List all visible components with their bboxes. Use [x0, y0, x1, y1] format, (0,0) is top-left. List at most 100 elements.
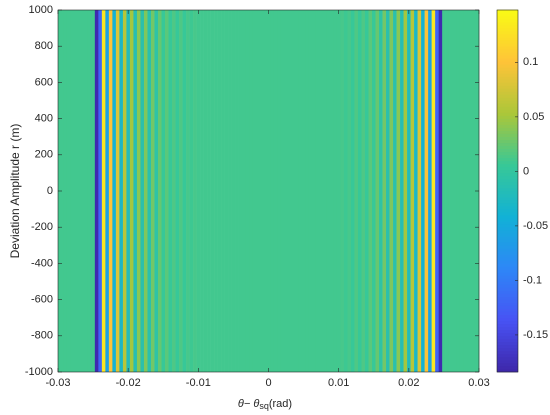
heat-column: [350, 10, 355, 372]
y-tick-label: -200: [31, 221, 53, 233]
colorbar-cell: [497, 106, 518, 110]
heat-column: [182, 10, 187, 372]
heat-column: [186, 10, 190, 372]
y-tick-label: 1000: [29, 4, 53, 16]
colorbar-cell: [497, 85, 518, 89]
heat-column: [101, 10, 106, 372]
colorbar-cell: [497, 281, 518, 285]
y-tick-label: 200: [35, 149, 53, 161]
heat-column: [410, 10, 415, 372]
colorbar-cell: [497, 12, 518, 17]
heat-column: [224, 10, 229, 372]
heat-column: [165, 10, 169, 372]
colorbar-cell: [497, 347, 518, 352]
colorbar-cell: [497, 42, 518, 47]
colorbar-cell: [497, 181, 518, 186]
heat-column: [319, 10, 324, 372]
heat-column: [459, 10, 464, 372]
heat-column: [333, 10, 338, 372]
colorbar-cell: [497, 290, 518, 294]
colorbar-cell: [497, 172, 518, 177]
colorbar-cell: [497, 350, 518, 355]
heat-column: [147, 10, 152, 372]
heat-column: [143, 10, 148, 372]
colorbar-cell: [497, 341, 518, 346]
colorbar-cell: [497, 362, 518, 367]
colorbar-cell: [497, 133, 518, 137]
colorbar-cell: [497, 245, 518, 249]
heat-column: [354, 10, 359, 372]
colorbar-cell: [497, 302, 518, 306]
x-tick-label: 0: [265, 377, 271, 389]
colorbar-cell: [497, 88, 518, 92]
heat-column: [326, 10, 331, 372]
colorbar-cell: [497, 220, 518, 225]
colorbar-cell: [497, 97, 518, 101]
colorbar-cell: [497, 305, 518, 309]
heat-column: [393, 10, 397, 372]
colorbar-cell: [497, 214, 518, 219]
heat-column: [256, 10, 261, 372]
heat-column: [442, 10, 446, 372]
heat-column: [119, 10, 124, 372]
x-tick-label: 0.02: [398, 377, 419, 389]
colorbar-cell: [497, 193, 518, 198]
heat-column: [280, 10, 285, 372]
colorbar-cell: [497, 241, 518, 246]
heat-column: [396, 10, 401, 372]
heat-column: [150, 10, 155, 372]
colorbar-cell: [497, 39, 518, 44]
heat-column: [77, 10, 82, 372]
heat-column: [231, 10, 236, 372]
heat-column: [196, 10, 201, 372]
heat-column: [108, 10, 113, 372]
heat-column: [308, 10, 313, 372]
heat-column: [400, 10, 404, 372]
colorbar-cell: [497, 229, 518, 234]
colorbar-cell: [497, 94, 518, 98]
heat-column: [98, 10, 103, 372]
colorbar-cell: [497, 30, 518, 35]
colorbar-cell: [497, 344, 518, 349]
y-tick-label: -600: [31, 294, 53, 306]
heat-column: [452, 10, 457, 372]
colorbar-cell: [497, 151, 518, 156]
heat-column: [361, 10, 366, 372]
colorbar-cell: [497, 142, 518, 147]
heat-column: [431, 10, 436, 372]
y-tick-label: 800: [35, 40, 53, 52]
heat-column: [161, 10, 166, 372]
colorbar-cell: [497, 178, 518, 183]
colorbar-cell: [497, 326, 518, 331]
colorbar-cell: [497, 223, 518, 228]
colorbar-cell: [497, 33, 518, 38]
heat-column: [301, 10, 306, 372]
heat-column: [389, 10, 394, 372]
colorbar-cell: [497, 248, 518, 252]
heat-column: [245, 10, 250, 372]
colorbar-tick-label: 0.05: [523, 111, 544, 123]
colorbar-cell: [497, 57, 518, 62]
colorbar-cell: [497, 67, 518, 71]
colorbar-cell: [497, 323, 518, 328]
heat-column: [379, 10, 383, 372]
colorbar-cell: [497, 238, 518, 243]
heat-column: [407, 10, 411, 372]
colorbar-cell: [497, 190, 518, 195]
heat-column: [179, 10, 183, 372]
colorbar-cell: [497, 260, 518, 264]
colorbar-cell: [497, 317, 518, 322]
heat-column: [294, 10, 299, 372]
colorbar-cell: [497, 311, 518, 315]
heat-column: [305, 10, 310, 372]
colorbar-cell: [497, 293, 518, 297]
heat-column: [266, 10, 271, 372]
heat-column: [140, 10, 145, 372]
colorbar-cell: [497, 365, 518, 370]
colorbar-cell: [497, 51, 518, 56]
heat-column: [270, 10, 275, 372]
heat-column: [382, 10, 387, 372]
heat-column: [445, 10, 450, 372]
colorbar-cell: [497, 359, 518, 364]
colorbar-tick-label: 0.1: [523, 56, 538, 68]
